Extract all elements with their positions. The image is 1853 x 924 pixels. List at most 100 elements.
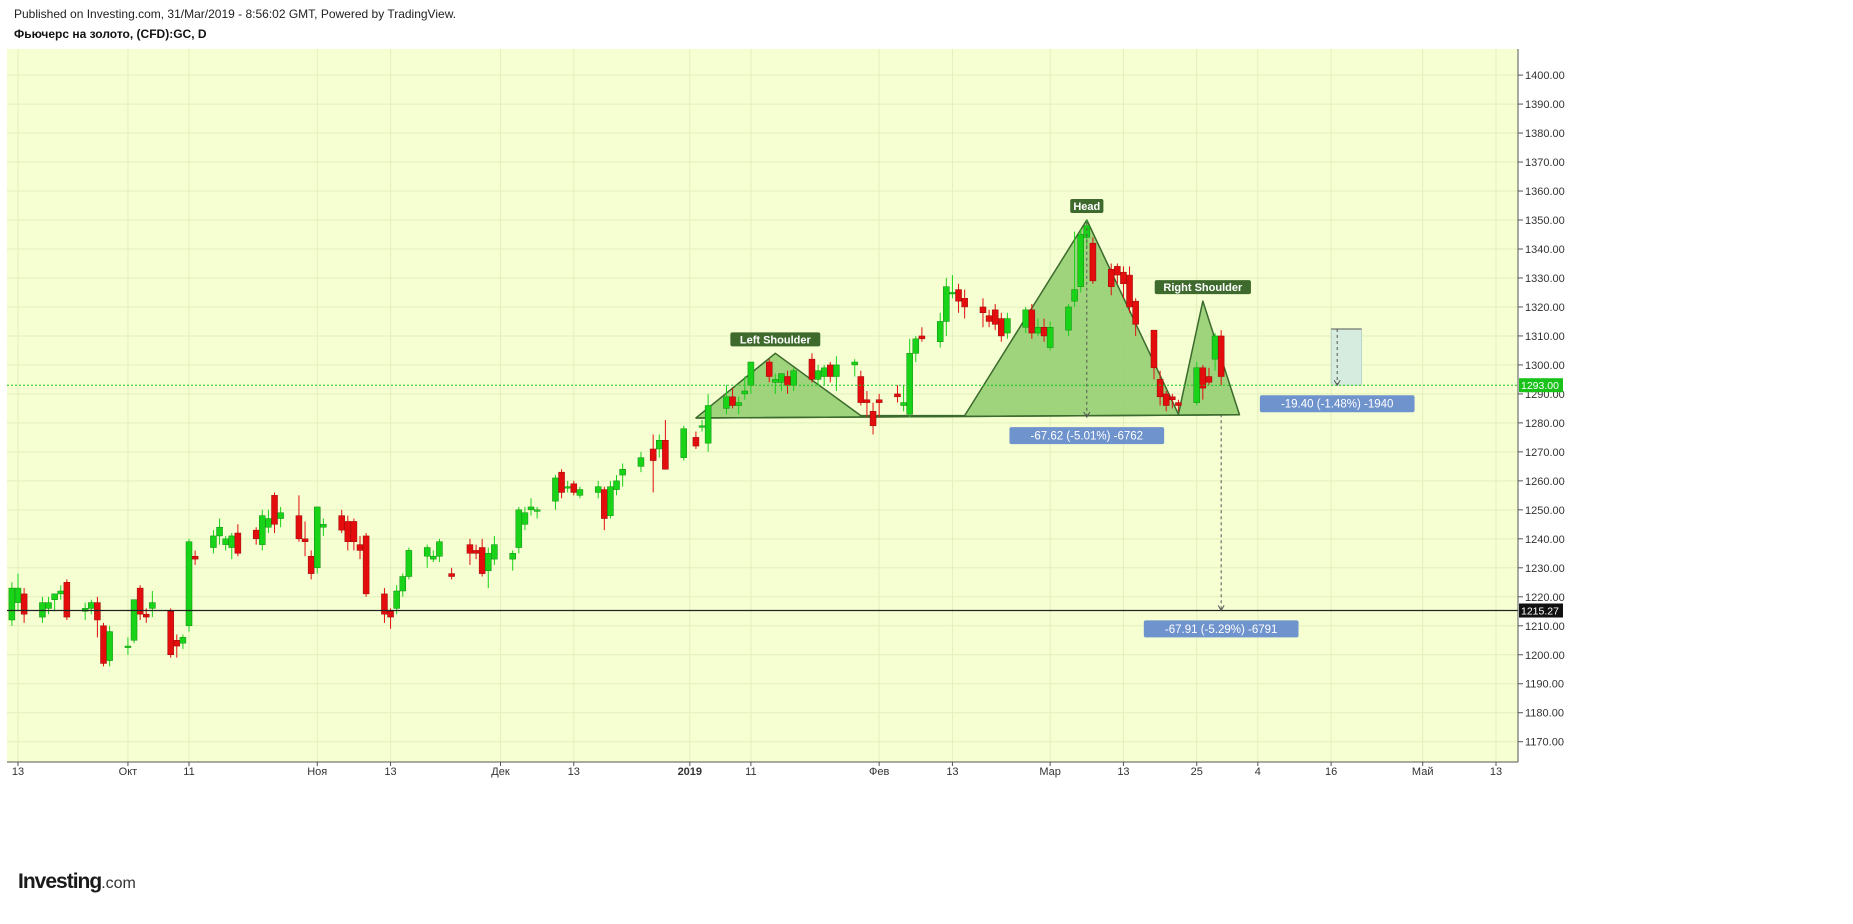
support-level-tag: [1519, 603, 1563, 618]
candle-body: [875, 399, 883, 403]
y-tick-label: 1190.00: [1525, 679, 1564, 691]
candle: [405, 547, 413, 580]
measure-badge: [1259, 395, 1415, 413]
y-tick-label: 1240.00: [1525, 534, 1565, 546]
candle: [320, 518, 327, 536]
measure-tool[interactable]: -67.62 (-5.01%) -6762: [1009, 221, 1165, 445]
measure-arrow: [1333, 379, 1341, 387]
measure-badge: [1143, 620, 1299, 638]
support-level-label: 1215.27: [1521, 606, 1559, 618]
candle-body: [295, 515, 303, 540]
y-tick-label: 1360.00: [1525, 186, 1565, 198]
candle-body: [57, 590, 65, 595]
candle-body: [1126, 274, 1133, 308]
measure-tool[interactable]: -19.40 (-1.48%) -1940: [1259, 328, 1415, 413]
measure-tool[interactable]: -67.91 (-5.29%) -6791: [1143, 414, 1299, 638]
candle: [185, 538, 193, 632]
candle-body: [692, 437, 700, 447]
candle-body: [1022, 309, 1029, 328]
candle: [136, 585, 144, 620]
y-tick-label: 1200.00: [1525, 650, 1565, 662]
candle: [485, 547, 492, 589]
candle-body: [900, 402, 907, 406]
candle-body: [662, 440, 669, 470]
y-tick-label: 1260.00: [1525, 476, 1565, 488]
candle-body: [234, 532, 242, 554]
candle-body: [998, 318, 1005, 337]
candle: [1065, 304, 1072, 336]
candle-body: [210, 535, 217, 548]
candle-body: [1083, 225, 1091, 238]
candle: [1217, 330, 1225, 386]
candle-body: [1132, 300, 1139, 325]
x-tick-label: 2019: [678, 766, 702, 778]
measure-arrow: [1083, 411, 1091, 419]
candle-body: [729, 396, 736, 406]
candle: [1175, 399, 1182, 412]
candle-body: [808, 358, 816, 380]
logo-suffix: .com: [101, 875, 136, 892]
candle-body: [314, 506, 321, 569]
candle: [387, 608, 394, 629]
range-box[interactable]: [1330, 328, 1362, 386]
candle-body: [228, 535, 236, 548]
candle-body: [1150, 329, 1158, 369]
candle: [1150, 329, 1158, 380]
candle: [393, 585, 400, 615]
y-tick-label: 1310.00: [1525, 331, 1565, 343]
measurement-tools[interactable]: -67.62 (-5.01%) -6762 -67.91 (-5.29%) -67…: [1009, 221, 1415, 638]
candle-body: [307, 555, 315, 574]
candle: [576, 486, 584, 499]
candle: [515, 506, 523, 554]
candle: [979, 298, 987, 328]
candle-body: [955, 289, 962, 302]
candle-body: [936, 321, 944, 342]
candle-body: [918, 335, 926, 340]
x-tick-label: 11: [745, 766, 756, 778]
time-axis[interactable]: 13 Окт 11 Ноя 13 Дек 13 2019 11 Фев 13 Мар 13 25 4 16 Ма…: [12, 762, 1502, 778]
candle-body: [173, 640, 181, 647]
candle-body: [820, 367, 828, 377]
candle: [863, 391, 871, 418]
candle-body: [894, 393, 901, 398]
candle-body: [356, 544, 364, 551]
candle: [790, 367, 797, 392]
neckline[interactable]: [695, 414, 1240, 419]
candle: [430, 550, 437, 563]
candle: [936, 312, 944, 348]
investing-logo: Investing.com: [18, 870, 136, 894]
candle-body: [985, 315, 993, 322]
candle-body: [14, 587, 22, 603]
candle-body: [387, 611, 394, 618]
measure-badge: [1009, 427, 1165, 445]
candle: [1193, 362, 1200, 406]
candle: [167, 608, 174, 658]
candle-body: [827, 364, 834, 377]
candle-body: [259, 515, 266, 545]
candle-body: [619, 469, 626, 476]
y-tick-label: 1300.00: [1525, 360, 1565, 372]
measure-label: -67.91 (-5.29%) -6791: [1165, 624, 1278, 636]
y-tick-label: 1340.00: [1525, 244, 1565, 256]
candle: [955, 283, 962, 313]
candle: [45, 596, 52, 615]
candle-body: [271, 495, 278, 525]
price-axis[interactable]: 1170.00 1180.00 1190.00 1200.00 1210.00 1220.…: [1518, 70, 1565, 749]
candle-body: [564, 486, 571, 489]
candle-body: [423, 547, 431, 557]
candle-body: [405, 550, 413, 577]
x-tick-label: 13: [384, 766, 396, 778]
y-tick-label: 1400.00: [1525, 70, 1565, 82]
x-tick-label: Окт: [119, 766, 138, 778]
candle: [1169, 393, 1176, 409]
y-tick-label: 1370.00: [1525, 157, 1565, 169]
candle: [1089, 237, 1097, 284]
candle-body: [521, 512, 529, 525]
candle: [918, 327, 926, 342]
candle: [301, 521, 309, 557]
candle-body: [106, 631, 113, 661]
candle: [735, 396, 742, 415]
candle: [509, 550, 516, 571]
candle: [466, 538, 474, 565]
